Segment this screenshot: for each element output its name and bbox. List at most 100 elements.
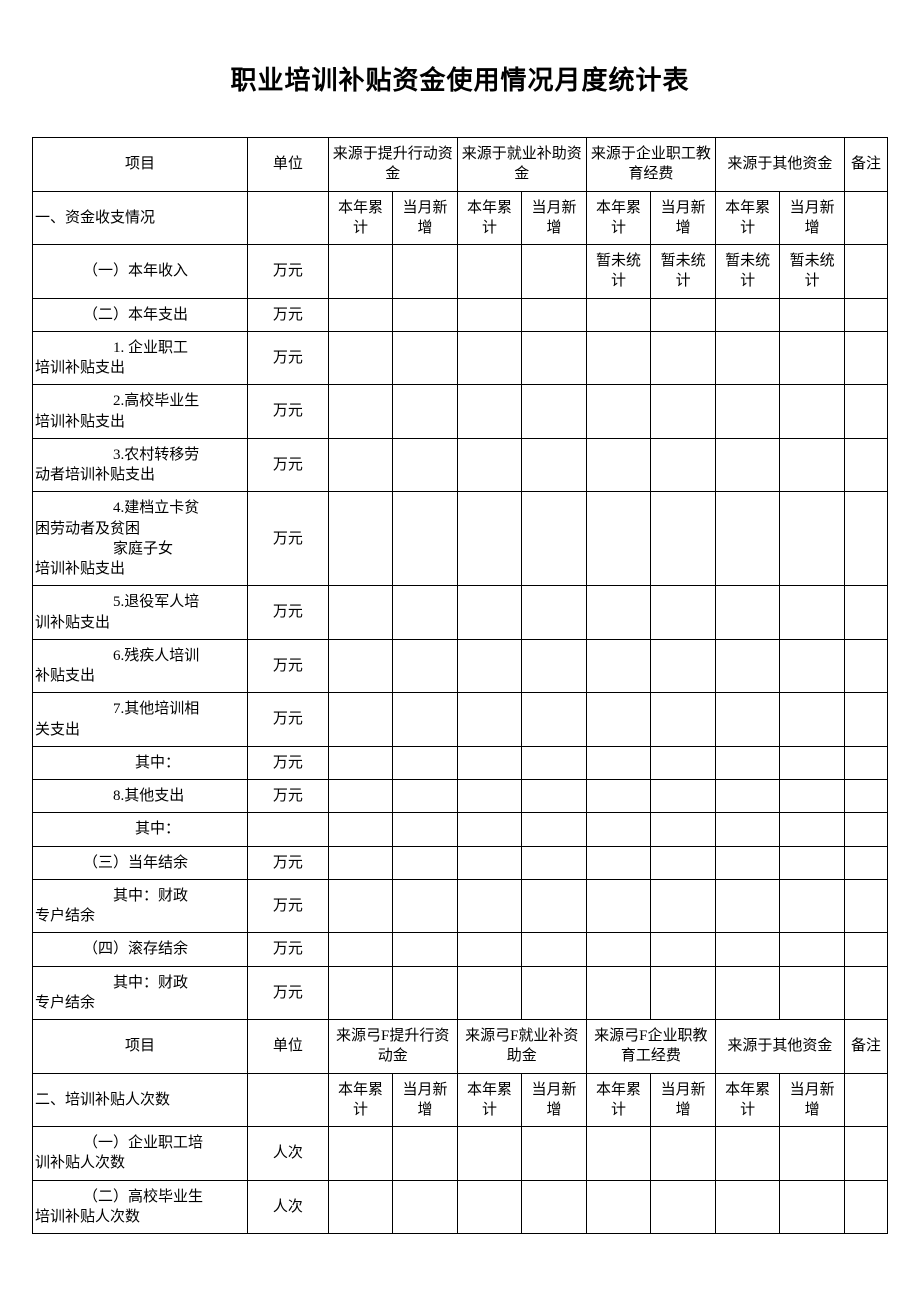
cell — [457, 492, 522, 586]
cell — [715, 966, 780, 1020]
cell — [715, 879, 780, 933]
row-label: （二）本年支出 — [33, 298, 248, 331]
cell — [393, 933, 458, 966]
cell — [651, 298, 716, 331]
cell — [586, 846, 651, 879]
cell — [715, 331, 780, 385]
sub-cum: 本年累计 — [715, 191, 780, 245]
hdr-src4: 来源于其他资金 — [715, 1020, 844, 1074]
cell — [651, 492, 716, 586]
table-row: 其中： — [33, 813, 888, 846]
row-label: 5.退役军人培训补贴支出 — [33, 586, 248, 640]
cell — [844, 846, 887, 879]
cell — [457, 693, 522, 747]
sub-cum: 本年累计 — [457, 191, 522, 245]
table-row: （四）滚存结余 万元 — [33, 933, 888, 966]
hdr-src1: 来源弓F提升行资动金 — [328, 1020, 457, 1074]
sub-cum: 本年累计 — [715, 1073, 780, 1127]
cell — [844, 813, 887, 846]
cell — [586, 933, 651, 966]
row-label: 1. 企业职工培训补贴支出 — [33, 331, 248, 385]
cell — [715, 639, 780, 693]
cell — [457, 245, 522, 299]
cell: 暂未统计 — [715, 245, 780, 299]
cell — [457, 879, 522, 933]
cell — [328, 846, 393, 879]
hdr-src4: 来源于其他资金 — [715, 138, 844, 192]
row-label: 3.农村转移劳动者培训补贴支出 — [33, 438, 248, 492]
section-title: 二、培训补贴人次数 — [33, 1073, 248, 1127]
sub-new: 当月新增 — [651, 1073, 716, 1127]
row-label: （一）企业职工培训补贴人次数 — [33, 1127, 248, 1181]
cell — [651, 933, 716, 966]
cell — [586, 879, 651, 933]
cell — [522, 693, 587, 747]
cell — [328, 966, 393, 1020]
cell: 万元 — [248, 846, 329, 879]
cell — [393, 385, 458, 439]
cell — [715, 1180, 780, 1234]
hdr-note: 备注 — [844, 1020, 887, 1074]
row-label: （三）当年结余 — [33, 846, 248, 879]
cell — [393, 780, 458, 813]
cell — [586, 813, 651, 846]
cell — [844, 966, 887, 1020]
cell — [715, 492, 780, 586]
table-row: 2.高校毕业生培训补贴支出 万元 — [33, 385, 888, 439]
row-label: 其中：财政专户结余 — [33, 966, 248, 1020]
cell — [586, 693, 651, 747]
cell — [715, 385, 780, 439]
row-label: 其中： — [33, 813, 248, 846]
cell — [715, 846, 780, 879]
cell — [780, 933, 845, 966]
cell — [586, 966, 651, 1020]
cell — [780, 331, 845, 385]
cell — [393, 298, 458, 331]
cell — [328, 331, 393, 385]
cell — [328, 586, 393, 640]
cell — [393, 245, 458, 299]
cell — [780, 438, 845, 492]
cell: 万元 — [248, 331, 329, 385]
cell — [457, 780, 522, 813]
cell — [844, 191, 887, 245]
cell — [651, 780, 716, 813]
sub-new: 当月新增 — [393, 191, 458, 245]
cell — [328, 1127, 393, 1181]
hdr-src3: 来源于企业职工教育经费 — [586, 138, 715, 192]
cell — [328, 385, 393, 439]
cell: 万元 — [248, 385, 329, 439]
cell — [715, 693, 780, 747]
cell: 万元 — [248, 746, 329, 779]
cell — [780, 746, 845, 779]
cell: 万元 — [248, 879, 329, 933]
cell: 暂未统计 — [780, 245, 845, 299]
cell — [844, 639, 887, 693]
cell — [780, 966, 845, 1020]
cell — [457, 966, 522, 1020]
cell — [457, 438, 522, 492]
sub-new: 当月新增 — [522, 191, 587, 245]
cell: 人次 — [248, 1127, 329, 1181]
hdr-src1: 来源于提升行动资金 — [328, 138, 457, 192]
cell — [248, 191, 329, 245]
cell — [522, 331, 587, 385]
cell — [780, 639, 845, 693]
cell — [248, 813, 329, 846]
row-label: 4.建档立卡贫 困劳动者及贫困 家庭子女 培训补贴支出 — [33, 492, 248, 586]
cell — [651, 813, 716, 846]
cell — [328, 933, 393, 966]
cell — [586, 1127, 651, 1181]
cell — [651, 879, 716, 933]
cell — [844, 879, 887, 933]
hdr-note: 备注 — [844, 138, 887, 192]
table-row: （二）高校毕业生培训补贴人次数 人次 — [33, 1180, 888, 1234]
cell — [393, 639, 458, 693]
cell — [780, 492, 845, 586]
cell — [586, 331, 651, 385]
table-row: （三）当年结余 万元 — [33, 846, 888, 879]
table-row: 3.农村转移劳动者培训补贴支出 万元 — [33, 438, 888, 492]
cell — [844, 1073, 887, 1127]
cell — [522, 966, 587, 1020]
cell — [715, 746, 780, 779]
